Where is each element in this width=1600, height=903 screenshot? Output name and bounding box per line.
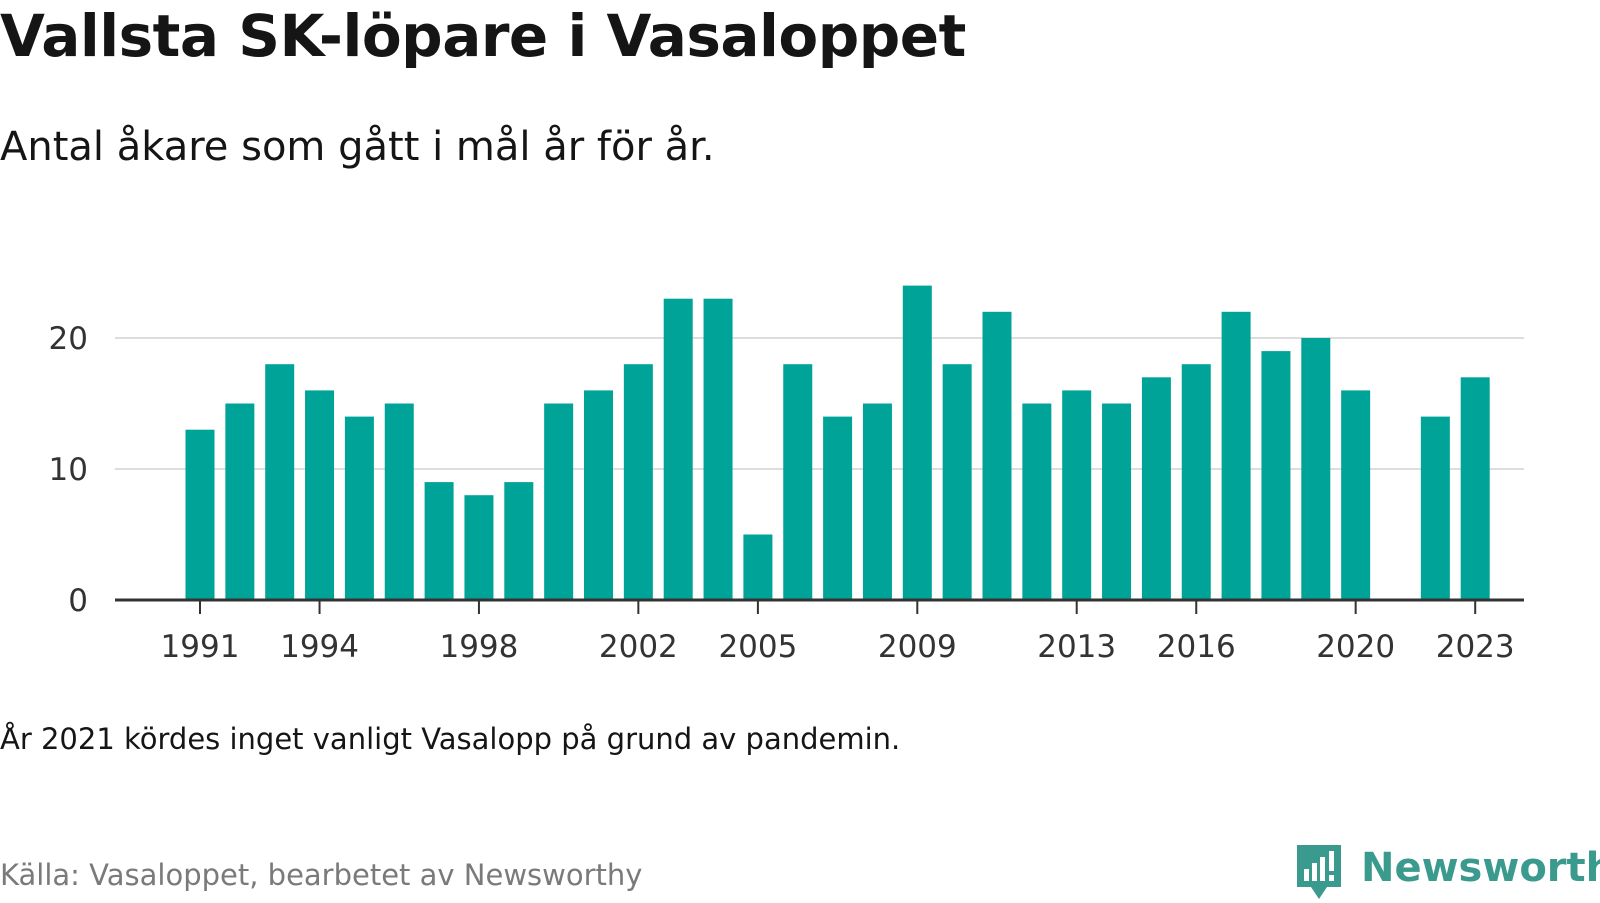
x-tick-label-2009: 2009 xyxy=(878,629,957,665)
bar-1998 xyxy=(464,495,494,600)
bar-2012 xyxy=(1022,403,1052,600)
bar-2017 xyxy=(1221,311,1251,600)
bar-2023 xyxy=(1460,377,1490,600)
y-axis: 0 10 20 xyxy=(49,321,88,619)
x-tick-label-1991: 1991 xyxy=(161,629,240,665)
bar-2007 xyxy=(823,416,853,600)
chart-note: År 2021 kördes inget vanligt Vasalopp på… xyxy=(0,722,901,756)
chart-title: Vallsta SK-löpare i Vasaloppet xyxy=(0,2,966,70)
x-tick-label-2005: 2005 xyxy=(718,629,797,665)
bar-2022 xyxy=(1420,416,1450,600)
bar-2000 xyxy=(544,403,574,600)
bars xyxy=(185,285,1490,600)
x-tick-label-2013: 2013 xyxy=(1037,629,1116,665)
newsworthy-logo: Newsworthy xyxy=(1293,843,1600,903)
bar-2008 xyxy=(862,403,892,600)
logo-text: Newsworthy xyxy=(1361,845,1600,891)
bar-1993 xyxy=(265,364,295,600)
bar-1999 xyxy=(504,482,534,600)
chart-subtitle: Antal åkare som gått i mål år för år. xyxy=(0,124,715,170)
bar-2019 xyxy=(1301,338,1331,600)
bar-2014 xyxy=(1102,403,1132,600)
bar-1991 xyxy=(185,429,215,600)
x-tick-label-2016: 2016 xyxy=(1157,629,1236,665)
x-tick-label-2023: 2023 xyxy=(1436,629,1515,665)
bar-2009 xyxy=(902,285,932,600)
x-tick-label-2020: 2020 xyxy=(1316,629,1395,665)
y-tick-label-10: 10 xyxy=(49,452,88,488)
bar-2001 xyxy=(584,390,613,600)
bar-1995 xyxy=(344,416,374,600)
x-tick-label-1998: 1998 xyxy=(439,629,518,665)
y-tick-label-20: 20 xyxy=(49,321,88,357)
bar-1996 xyxy=(384,403,414,600)
bar-2003 xyxy=(663,298,693,600)
bar-1994 xyxy=(305,390,335,600)
y-tick-label-0: 0 xyxy=(68,583,88,619)
x-axis: 1991 1994 1998 2002 2005 2009 2013 2016 2020 2023 xyxy=(115,598,1524,665)
bar-2013 xyxy=(1062,390,1092,600)
bar-1992 xyxy=(225,403,255,600)
bar-2015 xyxy=(1141,377,1171,600)
bar-2018 xyxy=(1261,351,1291,600)
bar-2020 xyxy=(1341,390,1371,600)
bar-1997 xyxy=(424,482,454,600)
bar-2002 xyxy=(623,364,653,600)
bar-2005 xyxy=(743,534,773,600)
x-tick-label-2002: 2002 xyxy=(599,629,678,665)
newsworthy-logo-icon xyxy=(1297,845,1341,899)
bar-2016 xyxy=(1181,364,1211,600)
bar-2011 xyxy=(982,311,1012,600)
bar-2006 xyxy=(783,364,813,600)
source-text: Källa: Vasaloppet, bearbetet av Newswort… xyxy=(0,858,643,892)
bar-2004 xyxy=(703,298,733,600)
bar-2010 xyxy=(942,364,972,600)
x-tick-label-1994: 1994 xyxy=(280,629,359,665)
